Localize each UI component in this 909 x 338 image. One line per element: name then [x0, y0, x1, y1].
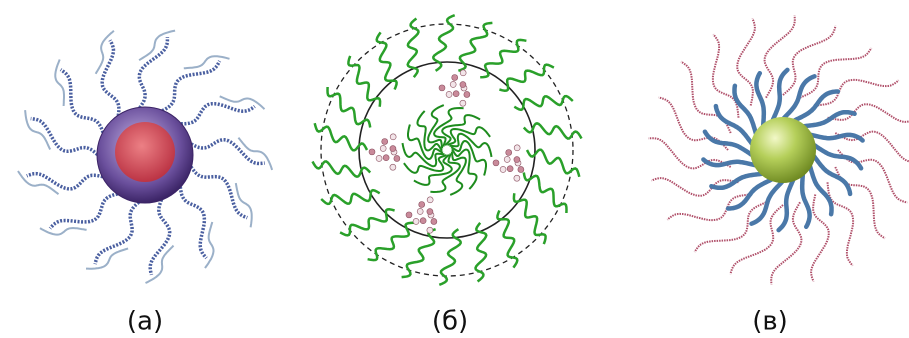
- cluster-atom: [460, 100, 466, 106]
- strand: [95, 200, 141, 264]
- cluster-atom: [460, 70, 466, 76]
- label-a: (а): [127, 307, 163, 337]
- strand: [189, 164, 247, 218]
- blue-strand: [802, 173, 809, 227]
- cluster-atom: [500, 166, 506, 172]
- cluster-atom: [518, 166, 524, 172]
- dna-strand: [499, 65, 554, 91]
- cluster-atom: [380, 145, 386, 151]
- strand-tip: [139, 31, 175, 61]
- cluster-atom: [427, 209, 433, 215]
- strand: [138, 37, 168, 111]
- label-c: (в): [752, 307, 788, 337]
- red-strand: [737, 19, 755, 106]
- cluster-atom: [506, 149, 512, 155]
- cluster-atom: [504, 156, 510, 162]
- cluster-atom: [382, 138, 388, 144]
- cluster-atom: [514, 145, 520, 151]
- cluster-atom: [427, 197, 433, 203]
- label-b: (б): [432, 307, 468, 337]
- cluster-atom: [427, 227, 433, 233]
- strand-tip: [220, 96, 265, 109]
- strand: [61, 70, 105, 136]
- cluster-atom: [417, 208, 423, 214]
- red-strand: [783, 26, 836, 95]
- dna-strand: [340, 209, 395, 235]
- cluster-atom: [514, 175, 520, 181]
- dna-strand: [408, 19, 419, 78]
- strand: [50, 193, 121, 228]
- panel-b: [313, 15, 582, 285]
- dna-strand: [476, 223, 487, 282]
- blue-strand: [756, 73, 763, 127]
- cluster-atom: [376, 155, 382, 161]
- figure: (а) (б) (в): [0, 0, 909, 338]
- strand: [150, 196, 170, 274]
- cluster-atom: [390, 134, 396, 140]
- dna-strand: [348, 56, 380, 107]
- dna-strand: [377, 32, 397, 89]
- cluster-atom: [369, 149, 375, 155]
- strand-tip: [96, 31, 114, 74]
- dna-strand: [514, 96, 573, 110]
- strand-tip: [184, 56, 230, 68]
- inner-core: [115, 122, 175, 182]
- strand-tip: [55, 60, 64, 107]
- cluster-atom: [464, 91, 470, 97]
- strand: [31, 119, 100, 157]
- dna-strand: [497, 211, 517, 268]
- strand-tip: [236, 183, 252, 227]
- strand-tip: [205, 222, 214, 268]
- cluster-atom: [406, 212, 412, 218]
- cluster-atom: [446, 91, 452, 97]
- strand: [27, 174, 106, 189]
- cluster-atom: [390, 146, 396, 152]
- cluster-atom: [453, 91, 459, 97]
- strand-tip: [40, 228, 87, 235]
- cluster-atom: [431, 218, 437, 224]
- strand: [180, 183, 207, 258]
- cluster-atom: [452, 74, 458, 80]
- dna-strand: [368, 223, 414, 260]
- nanoparticle: [750, 117, 816, 183]
- red-strand: [730, 205, 783, 274]
- page: {"labels": ["(а)", "(б)", "(в)"]} (а) (б…: [0, 0, 909, 338]
- cluster-atom: [460, 82, 466, 88]
- cluster-atom: [419, 201, 425, 207]
- strand: [177, 104, 254, 124]
- dna-strand: [321, 190, 380, 204]
- panel-a: [18, 31, 272, 283]
- cluster-atom: [439, 85, 445, 91]
- cluster-atom: [514, 157, 520, 163]
- panel-c: [649, 16, 909, 285]
- cluster-atom: [493, 160, 499, 166]
- dna-strand: [514, 193, 546, 244]
- cluster-atom: [394, 155, 400, 161]
- cluster-atom: [507, 166, 513, 172]
- cluster-atom: [383, 155, 389, 161]
- strand-tip: [86, 249, 128, 269]
- cluster-atom: [390, 164, 396, 170]
- dna-strand: [480, 40, 526, 77]
- cluster-atom: [450, 81, 456, 87]
- strand: [102, 40, 119, 119]
- red-strand: [811, 195, 829, 282]
- cluster-atom: [420, 218, 426, 224]
- cluster-atom: [413, 218, 419, 224]
